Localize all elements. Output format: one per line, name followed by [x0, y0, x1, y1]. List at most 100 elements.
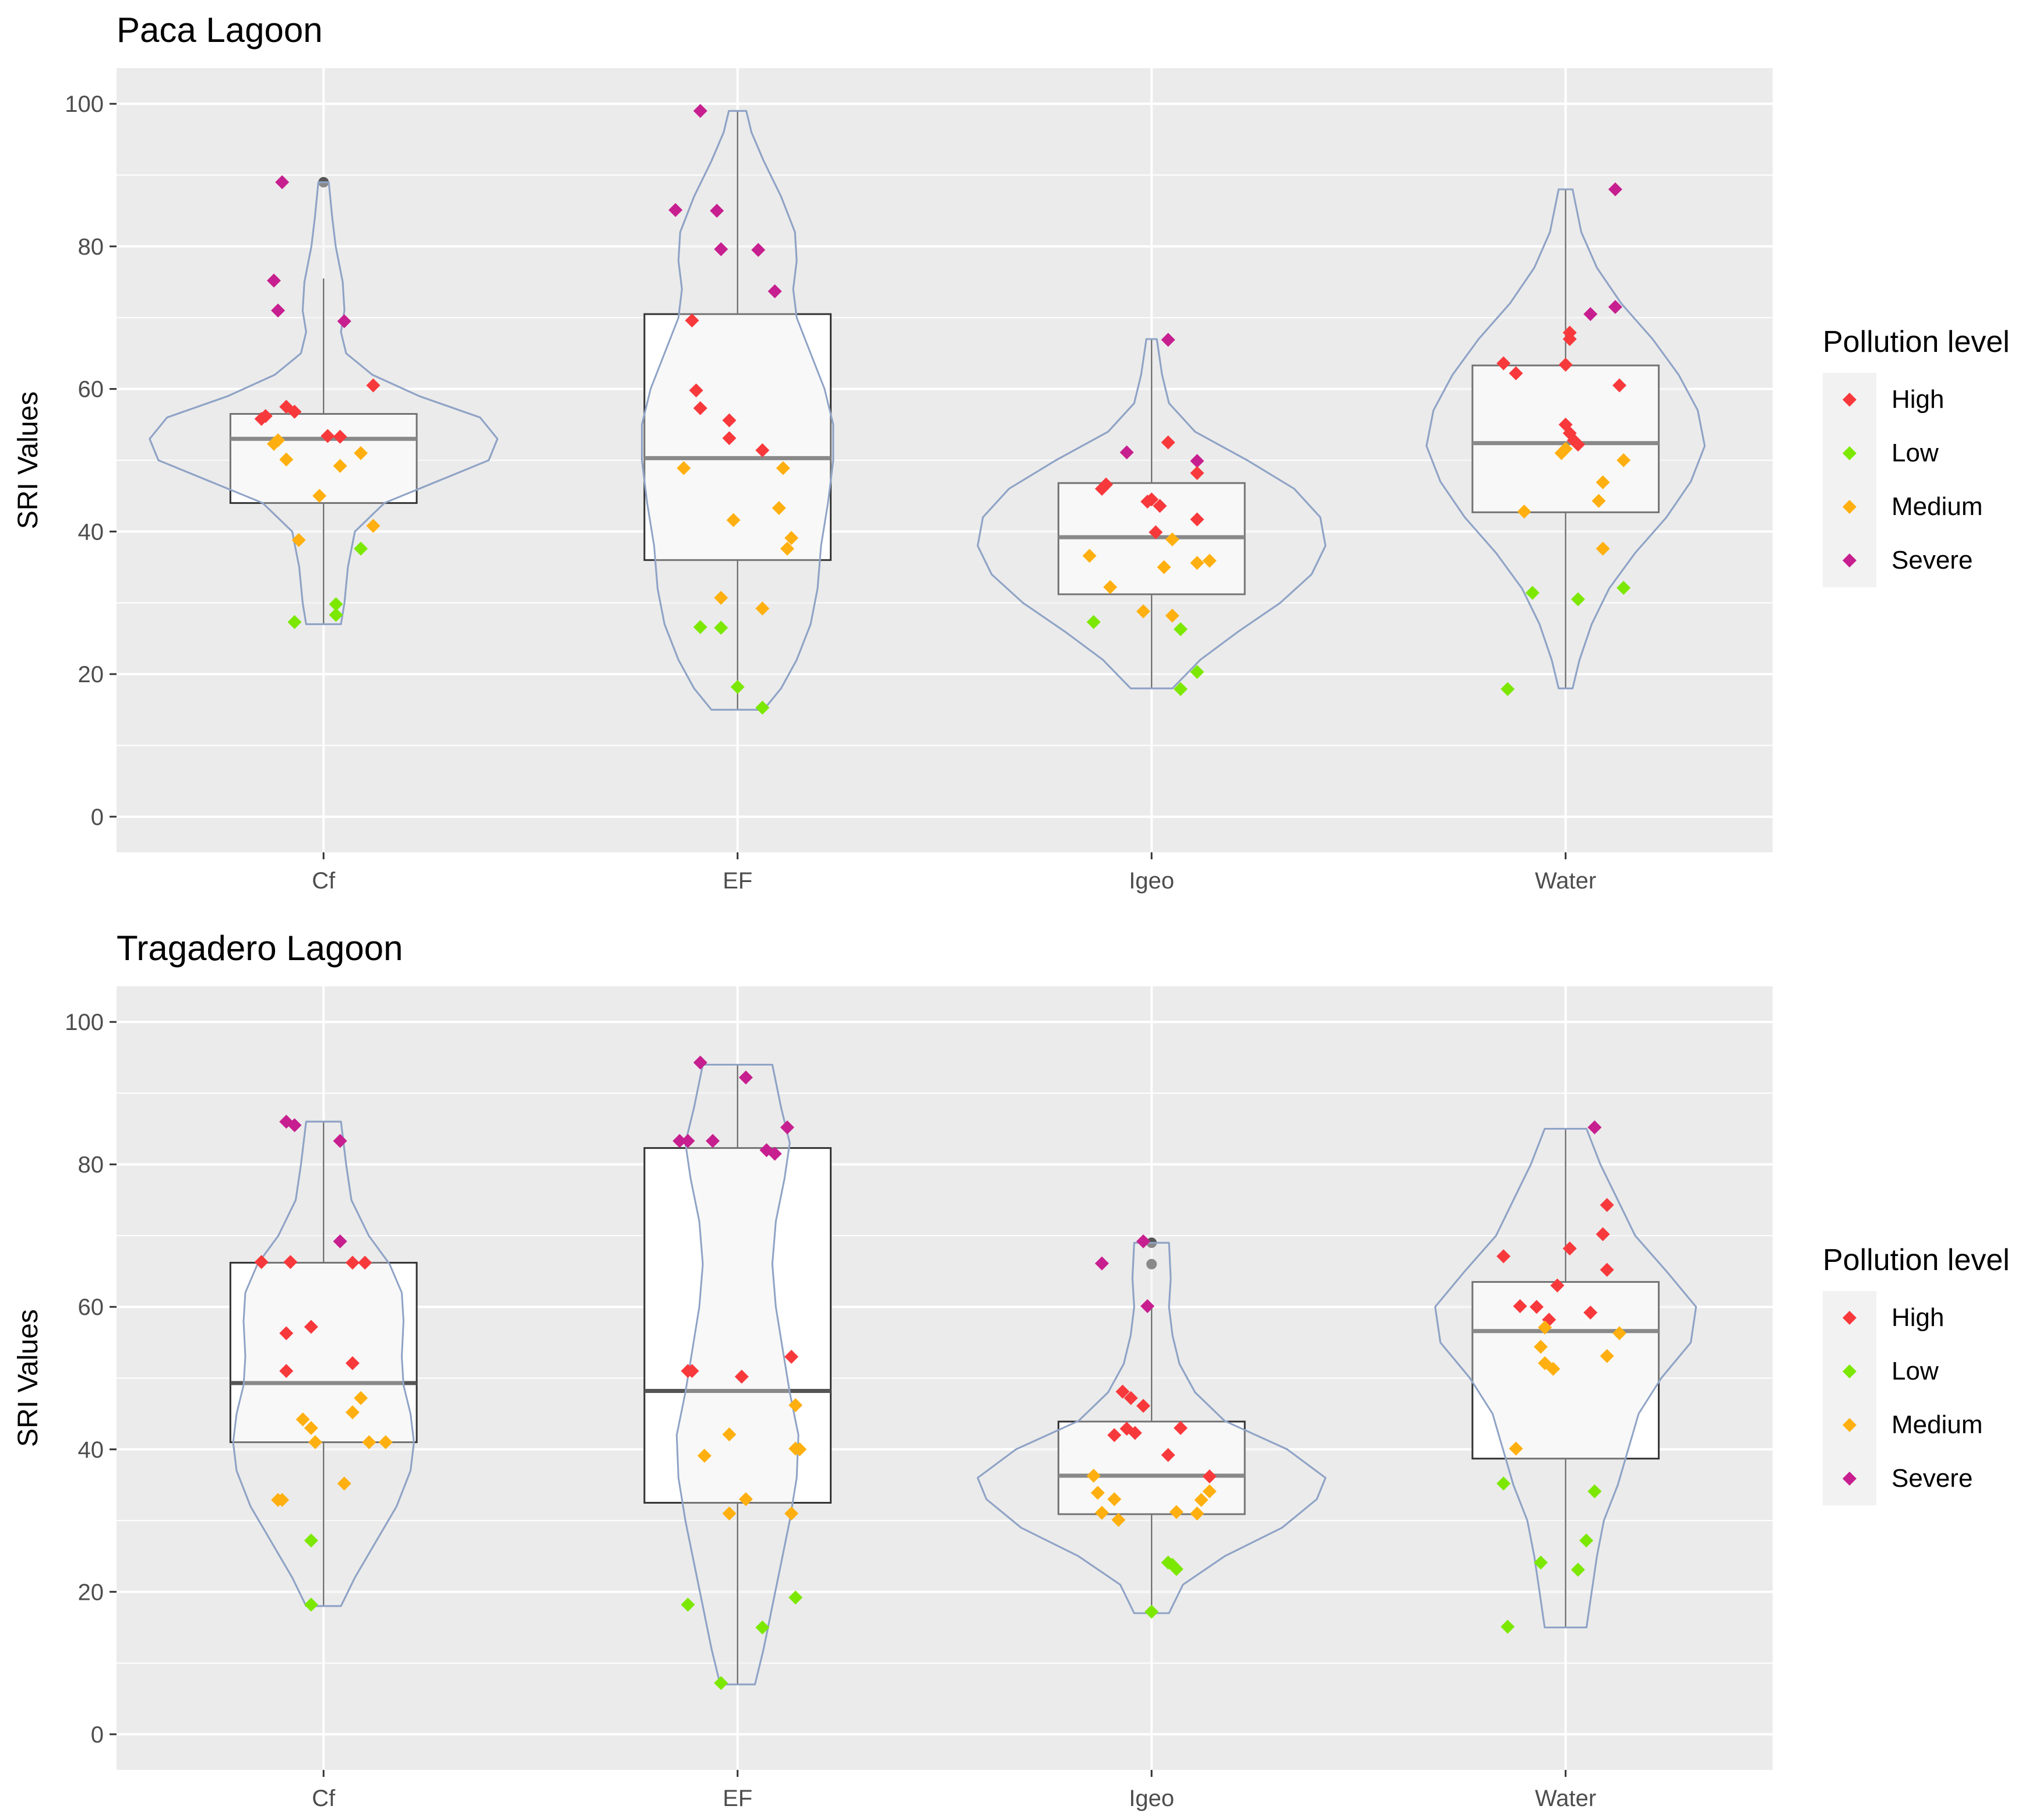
data-point-high	[1550, 1278, 1565, 1293]
data-point-medium	[1202, 553, 1217, 568]
legend-label-severe: Severe	[1891, 546, 1972, 574]
violin-outline-cf	[232, 1120, 415, 1607]
data-point-high	[1612, 378, 1627, 393]
data-point-high	[1161, 435, 1175, 450]
data-point-medium	[1546, 1362, 1561, 1376]
data-point-severe	[266, 273, 281, 288]
legend-key-high	[1843, 393, 1857, 407]
data-point-medium	[354, 1391, 368, 1405]
data-point-high	[1140, 494, 1155, 509]
data-point-medium	[1534, 1339, 1548, 1354]
data-point-high	[1562, 331, 1577, 346]
data-point-medium	[792, 1442, 807, 1456]
data-point-high	[333, 429, 347, 444]
violin-outline-ef	[641, 110, 834, 711]
y-tick-label: 0	[91, 1722, 104, 1748]
legend-label-high: High	[1891, 1303, 1945, 1332]
data-point-severe	[287, 1118, 302, 1133]
data-point-high	[1595, 1227, 1610, 1241]
data-point-high	[283, 1255, 298, 1269]
data-point-low	[329, 608, 343, 622]
data-point-medium	[312, 489, 327, 503]
data-point-low	[329, 597, 343, 612]
x-tick-label: Water	[1535, 1786, 1596, 1811]
data-point-medium	[291, 533, 306, 548]
violin-outline-igeo	[977, 338, 1327, 690]
data-point-high	[1161, 1448, 1175, 1462]
data-point-medium	[677, 461, 691, 475]
data-point-severe	[333, 1134, 347, 1148]
data-point-medium	[1190, 1506, 1204, 1521]
data-point-low	[1500, 1620, 1515, 1634]
data-point-low	[1571, 1562, 1586, 1577]
data-point-high	[345, 1255, 360, 1270]
data-point-medium	[266, 436, 281, 451]
data-point-high	[1558, 358, 1573, 372]
data-point-medium	[1165, 608, 1179, 623]
data-point-high	[1094, 481, 1109, 496]
y-tick-label: 100	[65, 91, 104, 117]
data-point-high	[1115, 1384, 1130, 1399]
data-point-low	[1525, 585, 1540, 600]
data-point-high	[685, 1364, 699, 1378]
tragadero-lagoon-panel: 0 20 40 60 80 100 Cf EF Igeo Water Tragadero Lagoo…	[13, 929, 2010, 1811]
data-point-severe	[337, 314, 351, 329]
data-point-low	[1169, 1562, 1183, 1576]
data-point-high	[1562, 1241, 1577, 1255]
data-point-low	[1587, 1484, 1602, 1498]
box-cf	[229, 1261, 418, 1444]
data-point-medium	[1190, 556, 1204, 570]
data-point-low	[304, 1533, 318, 1548]
data-point-low	[1086, 615, 1101, 629]
data-point-high	[358, 1255, 372, 1270]
data-point-low	[681, 1597, 695, 1612]
data-point-severe	[738, 1070, 753, 1085]
data-point-severe	[1119, 445, 1134, 460]
data-point-severe	[1587, 1120, 1602, 1135]
y-tick-label: 80	[78, 234, 104, 260]
data-point-severe	[706, 1134, 720, 1148]
legend-label-low: Low	[1891, 439, 1939, 467]
data-point-low	[1173, 622, 1188, 637]
legend-label-low: Low	[1891, 1357, 1939, 1385]
data-point-high	[1600, 1262, 1614, 1277]
data-point-medium	[1591, 493, 1606, 508]
data-point-low	[287, 615, 302, 629]
data-point-medium	[308, 1435, 323, 1449]
data-point-low	[304, 1597, 318, 1612]
data-point-high	[1128, 1426, 1142, 1440]
data-point-low	[755, 1620, 770, 1635]
data-point-low	[730, 680, 745, 694]
data-point-high	[722, 413, 737, 428]
data-point-high	[304, 1320, 318, 1334]
data-point-high	[693, 401, 707, 415]
data-point-medium	[784, 1506, 799, 1521]
data-point-medium	[776, 461, 790, 475]
data-point-severe	[780, 1120, 795, 1135]
data-point-high	[345, 1356, 360, 1370]
legend-key-low	[1843, 1364, 1857, 1378]
data-point-low	[1173, 682, 1188, 696]
x-tick-label: Igeo	[1129, 1786, 1174, 1811]
data-point-high	[1153, 499, 1167, 513]
y-tick-label: 0	[91, 805, 104, 830]
data-point-high	[254, 412, 269, 426]
outlier-point	[1146, 1258, 1157, 1269]
data-point-medium	[726, 513, 741, 527]
data-point-medium	[1094, 1505, 1109, 1520]
data-point-severe	[672, 1134, 687, 1148]
data-point-severe	[333, 1234, 347, 1248]
x-tick-label: Igeo	[1129, 868, 1174, 894]
data-point-severe	[1608, 182, 1623, 197]
data-point-medium	[1086, 1469, 1101, 1483]
data-point-medium	[784, 531, 799, 545]
data-point-high	[784, 1349, 799, 1364]
data-point-medium	[1107, 1492, 1122, 1507]
data-point-low	[354, 541, 368, 556]
data-point-medium	[772, 500, 786, 515]
data-point-medium	[1157, 560, 1171, 574]
data-point-severe	[668, 203, 683, 217]
data-point-high	[1107, 1428, 1122, 1442]
data-point-high	[1496, 356, 1511, 371]
x-tick-label: EF	[723, 868, 752, 894]
